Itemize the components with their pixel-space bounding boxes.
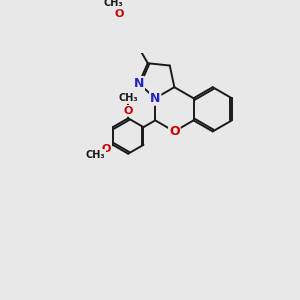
Text: N: N xyxy=(134,77,144,90)
Text: O: O xyxy=(102,143,111,154)
Text: O: O xyxy=(169,125,180,138)
Text: N: N xyxy=(150,92,160,105)
Text: CH₃: CH₃ xyxy=(85,150,105,160)
Text: CH₃: CH₃ xyxy=(103,0,123,8)
Text: O: O xyxy=(124,106,133,116)
Text: O: O xyxy=(115,10,124,20)
Text: CH₃: CH₃ xyxy=(118,93,138,103)
